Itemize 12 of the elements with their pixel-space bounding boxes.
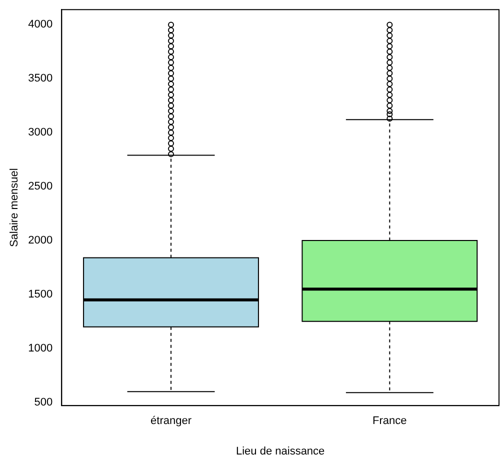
y-tick-label: 3500: [28, 72, 53, 85]
x-tick-label: France: [372, 415, 407, 428]
y-tick-label: 1500: [28, 288, 53, 300]
x-axis-title: Lieu de naissance: [236, 445, 325, 458]
x-tick-label: étranger: [150, 415, 192, 428]
y-tick-label: 2500: [28, 180, 53, 193]
y-tick-label: 4000: [28, 18, 53, 31]
y-axis-title: Salaire mensuel: [8, 168, 21, 248]
y-tick-label: 2000: [28, 234, 53, 247]
y-tick-label: 1000: [28, 342, 53, 354]
y-tick-label: 3000: [28, 126, 53, 139]
y-tick-label: 500: [34, 396, 53, 408]
